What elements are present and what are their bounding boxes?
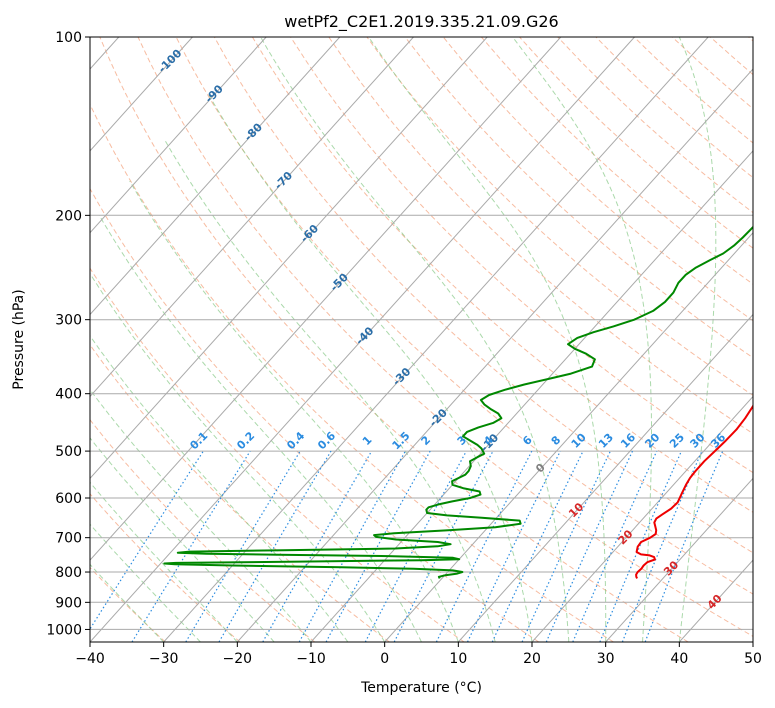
x-tick-label: 30 <box>597 651 615 667</box>
moist-adiabat-line <box>90 437 275 642</box>
y-tick-label: 500 <box>55 444 82 460</box>
dry-adiabat-line <box>90 344 390 642</box>
moist-adiabat-line <box>90 523 201 642</box>
x-tick-label: 20 <box>523 651 541 667</box>
isotherm-line <box>163 37 709 642</box>
isotherm-line <box>90 37 267 234</box>
x-tick-label: 10 <box>449 651 467 667</box>
dry-adiabat-line <box>90 187 540 642</box>
isotherm-line <box>90 37 635 642</box>
dry-adiabat-line <box>366 37 753 396</box>
moist-adiabat-line <box>678 37 717 642</box>
moist-adiabat-line <box>90 334 349 642</box>
moist-adiabat-line <box>208 94 533 642</box>
x-axis-title: Temperature (°C) <box>360 680 482 696</box>
mixing-ratio-line <box>435 450 533 642</box>
isotherm-line <box>90 37 414 398</box>
axes: −40 −30 −20 −10 0 10 20 30 40 50 100 200 300 400 500 60… <box>46 30 762 667</box>
dry-adiabat-line <box>251 37 753 513</box>
y-tick-label: 300 <box>55 313 82 329</box>
moist-adiabat-line <box>90 563 165 642</box>
x-tick-label: 40 <box>670 651 688 667</box>
y-tick-label: 600 <box>55 491 82 507</box>
moist-adiabat-line <box>512 37 652 642</box>
y-tick-label: 1000 <box>46 622 82 638</box>
mixing-ratio-line <box>131 450 251 642</box>
isotherm-line <box>90 37 341 316</box>
isotherm-line <box>90 37 562 561</box>
mixing-ratio-line <box>599 450 682 642</box>
isotherm-line <box>531 395 753 642</box>
dry-adiabat-line <box>90 566 166 642</box>
dewpoint-line <box>163 225 753 579</box>
dry-adiabat-line <box>90 267 465 642</box>
isotherm-line <box>310 150 753 642</box>
temperature-line <box>635 403 753 579</box>
isotherm-line <box>90 37 488 480</box>
isotherm-line <box>457 313 753 642</box>
x-tick-label: 50 <box>744 651 762 667</box>
y-tick-label: 800 <box>55 565 82 581</box>
mixing-ratio-line <box>621 450 703 642</box>
y-tick-label: 900 <box>55 595 82 611</box>
mixing-ratio-line <box>572 450 658 642</box>
mixing-ratio-line <box>545 450 634 642</box>
mixing-ratio-line <box>298 450 406 642</box>
mixing-ratio-line <box>90 450 204 631</box>
moist-adiabat-line <box>90 481 238 642</box>
x-tick-label: −30 <box>149 651 179 667</box>
mixing-ratio-line <box>364 450 467 642</box>
dry-adiabat-line <box>175 37 753 595</box>
x-tick-label: −20 <box>223 651 253 667</box>
isotherm-line <box>605 477 753 642</box>
moist-adiabat-line <box>90 388 312 642</box>
y-tick-label: 700 <box>55 531 82 547</box>
isotherm-line <box>90 37 193 152</box>
moist-adiabat-line <box>98 215 422 642</box>
y-tick-label: 200 <box>55 208 82 224</box>
x-tick-label: −10 <box>296 651 326 667</box>
x-tick-label: −40 <box>75 651 105 667</box>
y-tick-label: 100 <box>55 30 82 46</box>
y-tick-label: 400 <box>55 387 82 403</box>
moist-adiabat-line <box>90 272 386 642</box>
dry-adiabat-line <box>328 37 753 435</box>
profile-series <box>163 225 753 579</box>
x-tick-label: 0 <box>380 651 389 667</box>
dry-adiabat-line <box>90 103 614 642</box>
dry-adiabat-line <box>442 37 753 322</box>
y-axis-title: Pressure (hPa) <box>11 289 27 389</box>
dry-adiabat-line <box>481 37 753 285</box>
reference-grid <box>90 37 753 642</box>
chart-title: wetPf2_C2E1.2019.335.21.09.G26 <box>284 12 558 32</box>
plot-frame <box>89 36 754 643</box>
moist-adiabat-line <box>129 180 459 642</box>
mixing-ratio-line <box>644 450 724 642</box>
isotherm-line <box>236 68 753 642</box>
dry-adiabat-line <box>90 418 316 642</box>
mixing-ratio-line <box>325 450 431 642</box>
isotherm-line <box>384 232 753 642</box>
moist-adiabat-line <box>368 37 607 642</box>
moist-adiabat-line <box>260 37 570 642</box>
